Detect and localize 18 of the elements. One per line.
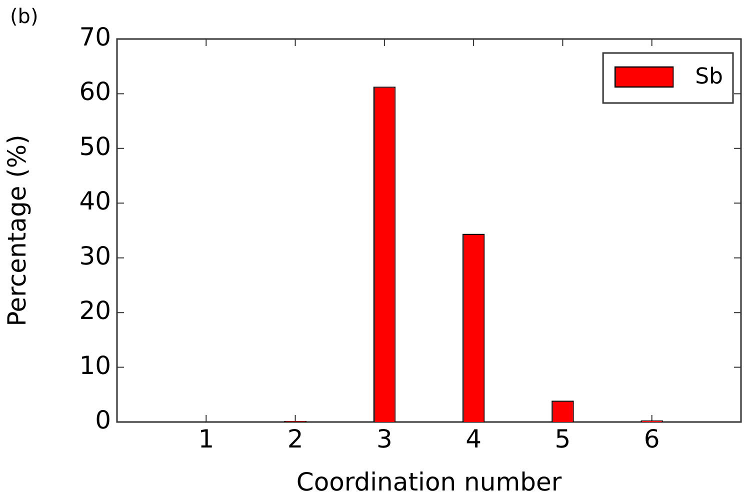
y-tick-label: 0 xyxy=(95,406,111,434)
x-tick-label: 2 xyxy=(287,424,304,454)
legend-label: Sb xyxy=(695,64,724,90)
x-tick-label: 4 xyxy=(466,424,482,454)
x-axis-title: Coordination number xyxy=(296,468,562,496)
x-tick-label: 3 xyxy=(376,424,392,454)
y-tick-label: 60 xyxy=(79,77,111,106)
y-tick-label: 10 xyxy=(79,350,111,380)
x-tick-label: 5 xyxy=(554,424,571,454)
y-tick-label: 30 xyxy=(79,241,111,270)
y-tick-label: 20 xyxy=(79,296,111,326)
x-tick-label: 1 xyxy=(198,424,214,454)
y-axis-title: Percentage (%) xyxy=(2,134,32,326)
y-tick-label: 70 xyxy=(79,22,111,52)
y-tick-label: 50 xyxy=(79,132,111,161)
x-tick-label: 6 xyxy=(644,424,660,454)
text: (b) xyxy=(10,4,38,28)
y-tick-label: 40 xyxy=(79,186,111,216)
